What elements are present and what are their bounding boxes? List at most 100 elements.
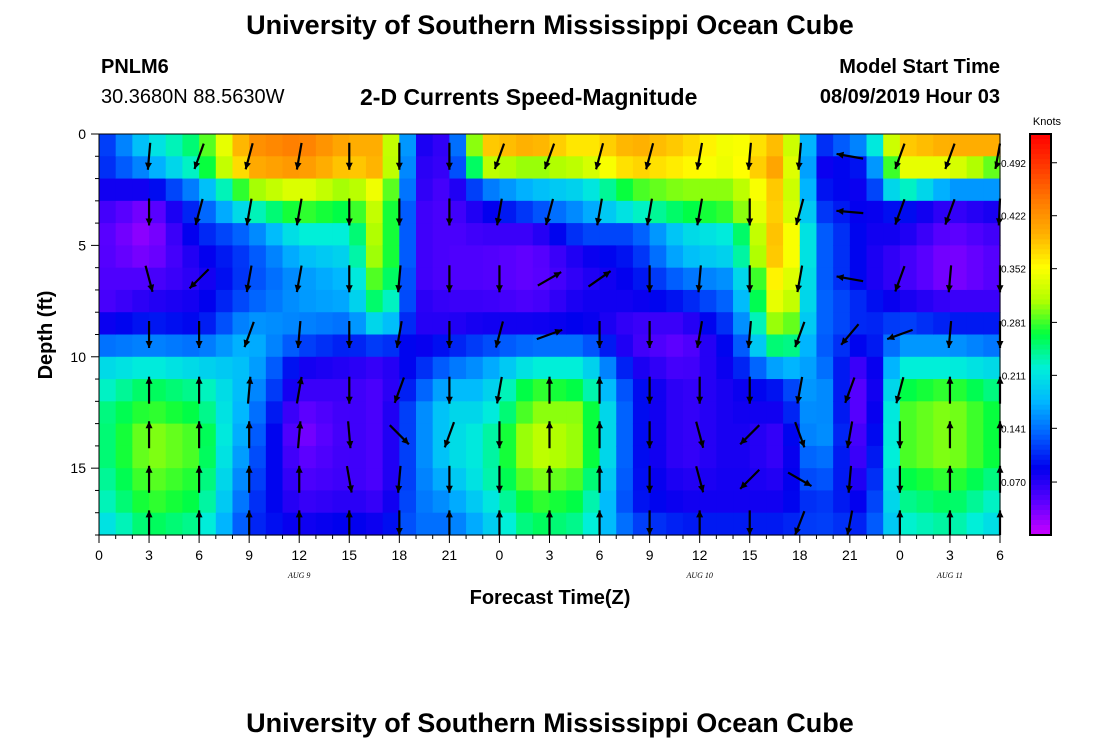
heatmap-cell bbox=[165, 245, 184, 269]
heatmap-cell bbox=[416, 267, 434, 291]
heatmap-cell bbox=[265, 267, 284, 291]
heatmap-cell bbox=[833, 401, 851, 425]
heatmap-cell bbox=[215, 156, 234, 180]
heatmap-cell bbox=[149, 134, 167, 157]
heatmap-cell bbox=[766, 200, 784, 224]
heatmap-cell bbox=[232, 445, 250, 469]
vector-arrow bbox=[746, 510, 754, 535]
colorbar-segment bbox=[1030, 489, 1051, 496]
colorbar-segment bbox=[1030, 409, 1051, 416]
heatmap-cell bbox=[365, 445, 384, 469]
vector-arrow bbox=[845, 421, 854, 449]
heatmap-cell bbox=[149, 223, 167, 246]
vector-arrow bbox=[695, 421, 705, 449]
heatmap-cell bbox=[599, 267, 617, 291]
x-tick-label: 6 bbox=[996, 547, 1004, 563]
heatmap-cell bbox=[983, 312, 1001, 336]
heatmap-cell bbox=[149, 200, 167, 224]
colorbar-segment bbox=[1030, 374, 1051, 381]
heatmap-cell bbox=[432, 490, 450, 514]
heatmap-cell bbox=[833, 156, 851, 180]
colorbar-segment bbox=[1030, 394, 1051, 401]
heatmap-cell bbox=[666, 289, 684, 313]
heatmap-cell bbox=[232, 312, 250, 336]
heatmap-cell bbox=[199, 200, 217, 224]
heatmap-cell bbox=[516, 512, 534, 536]
vector-arrow bbox=[296, 421, 304, 449]
heatmap-cell bbox=[499, 468, 517, 492]
heatmap-cell bbox=[599, 245, 617, 269]
heatmap-cell bbox=[949, 379, 968, 402]
x-tick-label: 15 bbox=[341, 547, 357, 563]
heatmap-cell bbox=[165, 468, 184, 492]
heatmap-cell bbox=[182, 312, 200, 336]
x-tick-label: 3 bbox=[946, 547, 954, 563]
vector-arrow bbox=[894, 265, 906, 292]
heatmap-cell bbox=[649, 245, 667, 269]
vector-arrow bbox=[696, 510, 704, 535]
heatmap-cell bbox=[766, 445, 784, 469]
heatmap-cell bbox=[582, 512, 601, 536]
heatmap-cell bbox=[382, 289, 400, 313]
heatmap-cell bbox=[682, 156, 701, 180]
heatmap-cell bbox=[215, 289, 234, 313]
heatmap-cell bbox=[365, 178, 384, 202]
colorbar-segment bbox=[1030, 359, 1051, 366]
heatmap-cell bbox=[566, 200, 584, 224]
heatmap-cell bbox=[449, 267, 467, 291]
x-tick-label: 21 bbox=[842, 547, 858, 563]
heatmap-cell bbox=[215, 445, 234, 469]
vector-arrow bbox=[394, 321, 403, 348]
heatmap-cell bbox=[799, 134, 818, 157]
colorbar-tick-label: 0.422 bbox=[1001, 212, 1026, 223]
heatmap-cell bbox=[449, 512, 467, 536]
vector-arrow bbox=[794, 321, 806, 348]
heatmap-cell bbox=[766, 423, 784, 447]
heatmap-cell bbox=[382, 423, 400, 447]
heatmap-cell bbox=[416, 379, 434, 402]
heatmap-cell bbox=[716, 245, 734, 269]
heatmap-cell bbox=[582, 289, 601, 313]
colorbar-segment bbox=[1030, 209, 1051, 215]
heatmap-cell bbox=[749, 512, 768, 536]
heatmap-cell bbox=[382, 200, 400, 224]
heatmap-cell bbox=[566, 245, 584, 269]
heatmap-cell bbox=[933, 356, 951, 380]
colorbar-segment bbox=[1030, 399, 1051, 406]
heatmap-cell bbox=[816, 134, 834, 157]
heatmap-cell bbox=[849, 334, 868, 358]
colorbar-segment bbox=[1030, 174, 1051, 180]
heatmap-cell bbox=[99, 223, 117, 246]
heatmap-cell bbox=[382, 401, 400, 425]
vector-arrow bbox=[894, 143, 906, 170]
heatmap-cell bbox=[265, 178, 284, 202]
heatmap-cell bbox=[182, 468, 200, 492]
heatmap-cell bbox=[632, 379, 651, 402]
heatmap-cell bbox=[749, 178, 768, 202]
vector-arrow bbox=[393, 377, 405, 404]
heatmap-cell bbox=[215, 401, 234, 425]
heatmap-cell bbox=[182, 423, 200, 447]
heatmap-cell bbox=[432, 134, 450, 157]
heatmap-cell bbox=[799, 401, 818, 425]
heatmap-cell bbox=[215, 200, 234, 224]
heatmap-cell bbox=[616, 401, 634, 425]
heatmap-cell bbox=[432, 445, 450, 469]
heatmap-cell bbox=[282, 223, 300, 246]
heatmap-cell bbox=[682, 312, 701, 336]
heatmap-cell bbox=[449, 401, 467, 425]
heatmap-cell bbox=[682, 223, 701, 246]
heatmap-cell bbox=[616, 156, 634, 180]
heatmap-cell bbox=[883, 289, 901, 313]
heatmap-cell bbox=[349, 245, 367, 269]
heatmap-cell bbox=[682, 468, 701, 492]
heatmap-cell bbox=[649, 490, 667, 514]
heatmap-cell bbox=[349, 134, 367, 157]
colorbar-segment bbox=[1030, 294, 1051, 301]
colorbar-segment bbox=[1030, 279, 1051, 285]
vector-arrow bbox=[696, 376, 704, 404]
heatmap-cell bbox=[499, 334, 517, 358]
x-tick-label: 6 bbox=[195, 547, 203, 563]
x-axis-label: Forecast Time(Z) bbox=[470, 587, 631, 609]
vector-arrow bbox=[946, 421, 954, 449]
